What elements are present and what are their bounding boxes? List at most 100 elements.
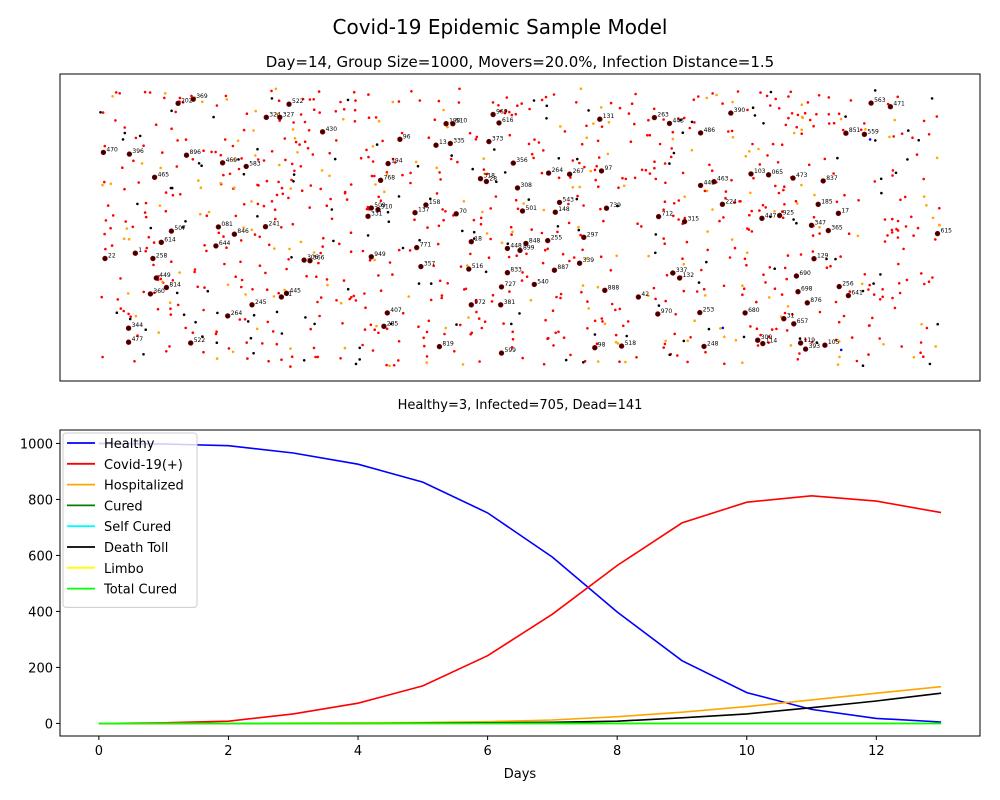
- person-dot: [332, 239, 335, 243]
- person-dot: [577, 225, 580, 229]
- person-dot: [300, 189, 304, 192]
- person-dot: [647, 294, 650, 297]
- person-dot: [775, 327, 778, 331]
- person-dot: [557, 176, 561, 180]
- person-dot: [377, 274, 380, 277]
- mover-dot: [811, 256, 817, 262]
- person-dot: [289, 187, 293, 190]
- mover-label: 158: [429, 199, 441, 206]
- person-dot: [618, 307, 622, 311]
- person-dot: [762, 122, 765, 125]
- x-tick-label: 0: [95, 744, 103, 759]
- person-dot: [786, 305, 790, 308]
- person-dot: [261, 342, 264, 345]
- person-dot: [745, 251, 749, 254]
- person-dot: [597, 156, 601, 159]
- person-dot: [798, 352, 801, 355]
- person-dot: [104, 247, 107, 251]
- person-dot: [868, 138, 872, 141]
- person-dot: [718, 219, 721, 223]
- person-dot: [214, 150, 217, 154]
- person-dot: [307, 129, 311, 132]
- mover-label: 245: [255, 299, 267, 306]
- person-dot: [178, 96, 182, 100]
- person-dot: [672, 202, 676, 205]
- person-dot: [708, 163, 711, 167]
- person-dot: [654, 177, 658, 181]
- person-dot: [922, 195, 926, 198]
- mover-label: 771: [420, 242, 432, 249]
- person-dot: [161, 280, 164, 284]
- person-dot: [657, 304, 661, 307]
- person-dot: [366, 234, 370, 237]
- person-dot: [144, 328, 147, 332]
- person-dot: [401, 173, 404, 177]
- person-dot: [467, 316, 470, 319]
- mover-label: 712: [662, 211, 674, 218]
- person-dot: [546, 337, 549, 341]
- person-dot: [827, 96, 831, 99]
- mover-label: 396: [132, 148, 144, 155]
- person-dot: [542, 208, 546, 212]
- person-dot: [766, 154, 769, 157]
- person-dot: [920, 272, 923, 275]
- person-dot: [749, 325, 752, 328]
- person-dot: [377, 331, 380, 335]
- person-dot: [484, 270, 488, 274]
- person-dot: [147, 235, 151, 239]
- mover-dot: [618, 343, 625, 349]
- person-dot: [350, 296, 353, 299]
- person-dot: [784, 123, 788, 127]
- person-dot: [485, 232, 489, 235]
- person-dot: [801, 116, 805, 119]
- person-dot: [572, 256, 576, 259]
- mover-dot: [504, 270, 511, 276]
- person-dot: [882, 343, 885, 346]
- person-dot: [731, 135, 735, 139]
- person-dot: [444, 326, 448, 330]
- person-dot: [839, 117, 843, 121]
- person-dot: [554, 331, 557, 335]
- mover-label: 318: [484, 173, 496, 180]
- person-dot: [418, 99, 422, 102]
- person-dot: [780, 143, 784, 146]
- person-dot: [437, 224, 441, 228]
- person-dot: [593, 319, 597, 323]
- person-dot: [462, 200, 466, 203]
- person-dot: [856, 234, 860, 238]
- person-dot: [627, 112, 631, 115]
- person-dot: [168, 301, 172, 305]
- person-dot: [134, 136, 138, 140]
- person-dot: [690, 120, 694, 124]
- person-dot: [480, 326, 484, 330]
- person-dot: [486, 172, 489, 176]
- person-dot: [750, 230, 754, 233]
- mover-label: 925: [783, 210, 795, 217]
- person-dot: [201, 335, 204, 338]
- person-dot: [930, 97, 934, 100]
- person-dot: [149, 226, 153, 230]
- person-dot: [633, 122, 636, 126]
- person-dot: [815, 341, 819, 344]
- mover-dot: [385, 160, 391, 167]
- person-dot: [552, 344, 555, 347]
- mover-dot: [808, 222, 815, 229]
- person-dot: [429, 298, 433, 302]
- person-dot: [832, 172, 835, 175]
- person-dot: [238, 318, 242, 321]
- person-dot: [442, 108, 445, 112]
- person-dot: [334, 110, 338, 113]
- mover-label: 509: [374, 202, 386, 209]
- person-dot: [741, 284, 744, 288]
- x-tick-label: 6: [483, 744, 491, 759]
- legend-label: Self Cured: [104, 520, 171, 535]
- person-dot: [849, 99, 853, 102]
- person-dot: [500, 241, 504, 245]
- mover-label: 315: [688, 216, 700, 223]
- person-dot: [693, 319, 696, 323]
- mover-dot: [797, 340, 804, 346]
- person-dot: [646, 134, 649, 137]
- person-dot: [595, 164, 598, 168]
- person-dot: [510, 322, 513, 326]
- person-dot: [669, 155, 673, 159]
